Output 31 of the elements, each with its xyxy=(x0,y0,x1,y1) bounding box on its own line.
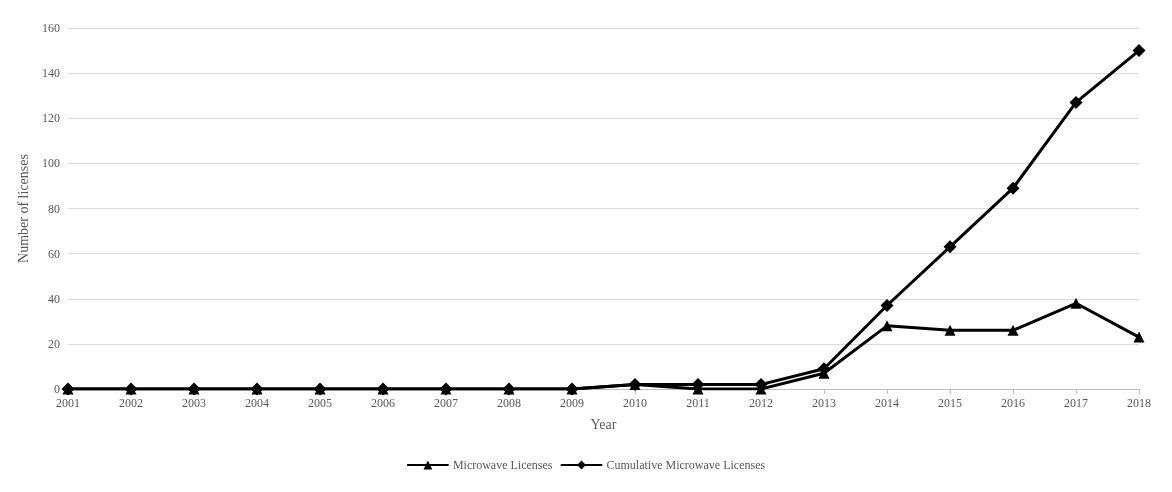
x-tick-label: 2005 xyxy=(308,396,332,410)
x-tick-label: 2012 xyxy=(749,396,773,410)
y-tick-label: 20 xyxy=(48,336,60,351)
x-tick-label: 2018 xyxy=(1127,396,1151,410)
x-tick-label: 2014 xyxy=(875,396,899,410)
y-tick-label: 0 xyxy=(54,382,60,396)
legend-label: Cumulative Microwave Licenses xyxy=(606,458,766,472)
x-axis-title: Year xyxy=(590,416,617,432)
x-tick-label: 2010 xyxy=(623,396,647,410)
x-tick-label: 2011 xyxy=(686,396,710,410)
x-tick-label: 2003 xyxy=(182,396,206,410)
legend-label: Microwave Licenses xyxy=(452,458,553,472)
y-tick-label: 60 xyxy=(48,246,60,261)
x-tick-label: 2016 xyxy=(1001,396,1025,410)
y-tick-label: 100 xyxy=(42,156,60,171)
y-tick-label: 140 xyxy=(42,66,60,81)
y-tick-label: 160 xyxy=(42,21,60,35)
x-tick-label: 2001 xyxy=(56,396,80,410)
x-tick-label: 2002 xyxy=(119,396,143,410)
x-tick-label: 2004 xyxy=(245,396,269,410)
y-tick-label: 40 xyxy=(48,291,60,306)
x-tick-label: 2007 xyxy=(434,396,458,410)
x-tick-label: 2006 xyxy=(371,396,395,410)
x-tick-label: 2013 xyxy=(812,396,836,410)
x-tick-label: 2015 xyxy=(938,396,962,410)
x-tick-label: 2009 xyxy=(560,396,584,410)
y-tick-label: 80 xyxy=(48,201,60,216)
x-tick-label: 2017 xyxy=(1064,396,1088,410)
y-tick-label: 120 xyxy=(42,111,60,126)
y-axis-title: Number of licenses xyxy=(15,154,31,263)
x-tick-label: 2008 xyxy=(497,396,521,410)
